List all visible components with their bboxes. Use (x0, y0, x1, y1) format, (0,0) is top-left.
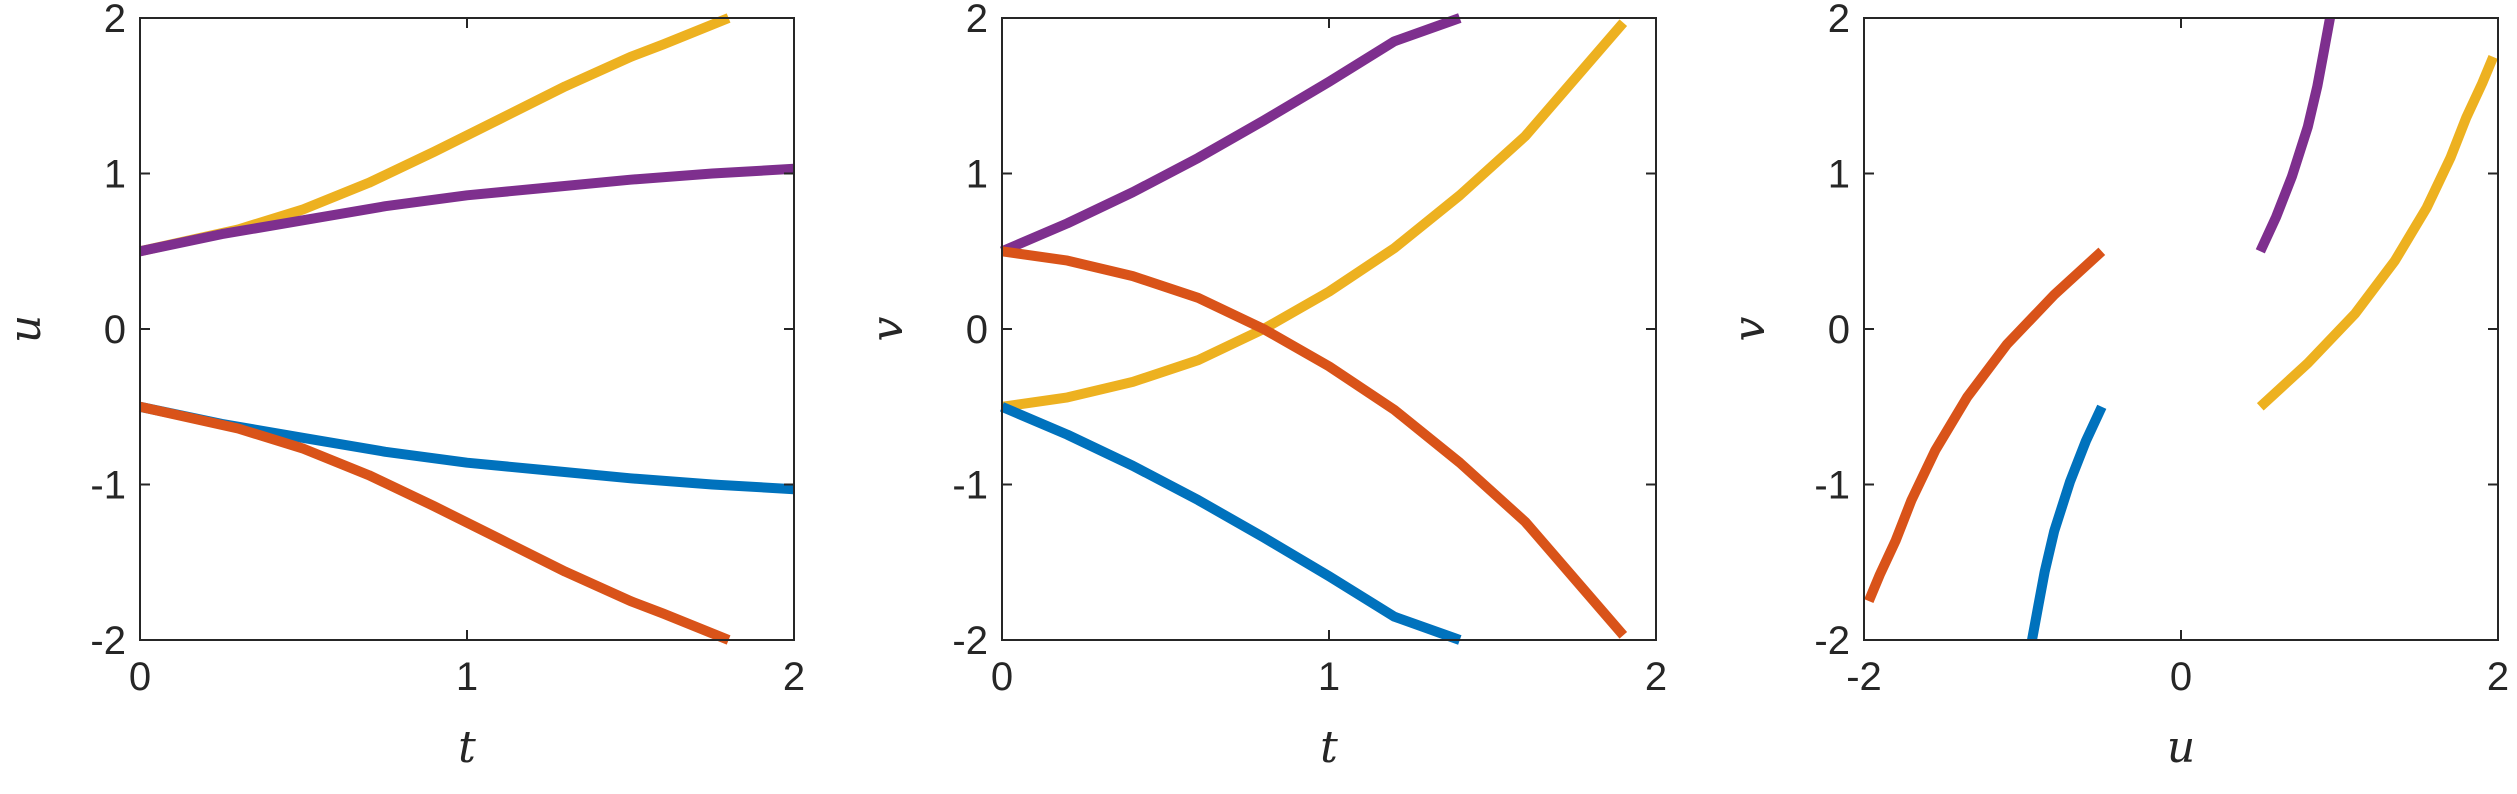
series-line-1 (138, 13, 731, 257)
axes-frame (139, 17, 795, 641)
series-line-4 (138, 401, 731, 645)
y-tick-label: 1 (104, 153, 126, 197)
y-tick-label: 1 (966, 153, 988, 197)
y-tick-label: 0 (1828, 308, 1850, 352)
subplot-v-vs-u: -2 0 2 2 1 0 -1 -2 u v (1724, 0, 2509, 773)
y-axis-label: v (862, 316, 913, 341)
y-tick-label: 1 (1828, 153, 1850, 197)
y-tick-label: 2 (966, 0, 988, 41)
y-tick-label: -2 (1814, 619, 1850, 663)
x-tick-label: 0 (2170, 655, 2192, 699)
y-tick-label: 2 (1828, 0, 1850, 41)
x-tick-label: 1 (456, 655, 478, 699)
y-tick-label: -1 (952, 464, 988, 508)
subplot-v-vs-t: 0 1 2 2 1 0 -1 -2 t v (862, 0, 1667, 773)
x-tick-label: 2 (1645, 655, 1667, 699)
x-axis-label: t (1320, 722, 1338, 773)
series-line-3 (1864, 247, 2106, 604)
x-axis-label: u (2167, 722, 2195, 773)
series-line-3 (1001, 246, 1628, 639)
y-tick-label: 0 (966, 308, 988, 352)
x-tick-label: 2 (783, 655, 805, 699)
series-line-1 (2255, 17, 2335, 254)
y-tick-label: -1 (90, 464, 126, 508)
y-tick-label: 0 (104, 308, 126, 352)
y-tick-label: -2 (952, 619, 988, 663)
series-line-3 (138, 401, 795, 495)
x-tick-label: 0 (129, 655, 151, 699)
x-tick-label: 2 (2487, 655, 2509, 699)
x-tick-label: -2 (1846, 655, 1882, 699)
y-tick-label: -2 (90, 619, 126, 663)
x-tick-label: 1 (1318, 655, 1340, 699)
y-tick-label: 2 (104, 0, 126, 41)
y-axis-label: u (0, 315, 51, 343)
x-axis-label: t (458, 722, 476, 773)
x-tick-label: 0 (991, 655, 1013, 699)
axes-frame (1001, 17, 1657, 641)
series-line-2 (1001, 19, 1628, 412)
y-tick-label: -1 (1814, 464, 1850, 508)
axes-frame (1863, 17, 2499, 641)
series-line-4 (2027, 404, 2107, 641)
series-line-4 (1000, 402, 1462, 645)
series-line-1 (1000, 13, 1462, 256)
series-line-2 (138, 163, 795, 257)
y-axis-label: v (1724, 316, 1775, 341)
subplot-u-vs-t: 0 1 2 2 1 0 -1 -2 t u (0, 0, 805, 773)
series-line-2 (2256, 54, 2498, 411)
